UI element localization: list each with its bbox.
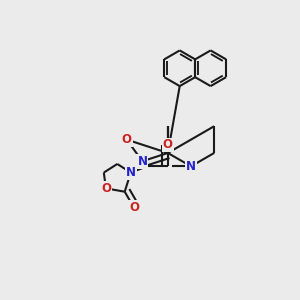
Text: O: O (101, 182, 111, 195)
Text: O: O (163, 138, 173, 152)
Text: N: N (137, 155, 147, 168)
Text: N: N (126, 166, 136, 179)
Text: N: N (186, 160, 196, 173)
Text: O: O (122, 133, 132, 146)
Text: O: O (129, 201, 139, 214)
